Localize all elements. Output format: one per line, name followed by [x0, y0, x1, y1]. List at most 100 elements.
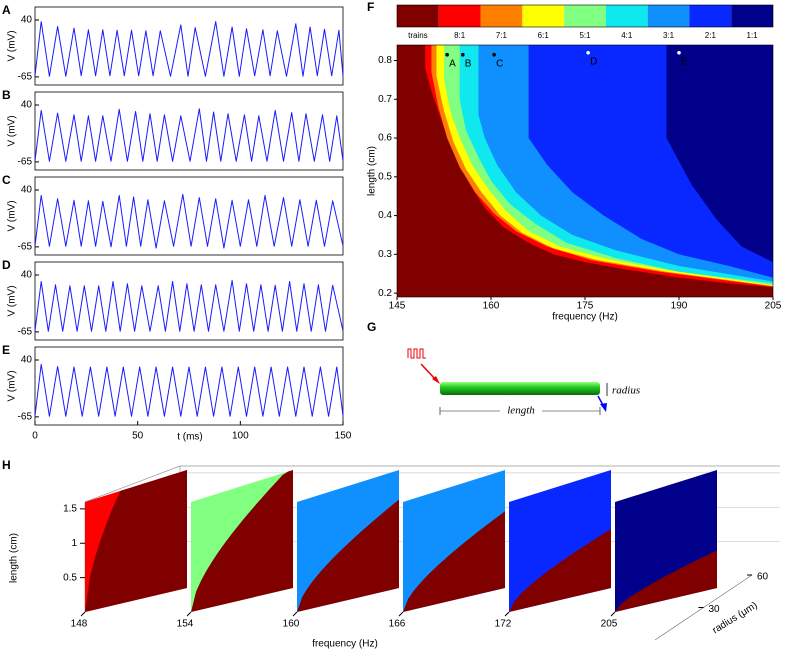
- label-bg: [500, 404, 542, 418]
- colorbar-label: 8:1: [454, 31, 466, 40]
- x-tick-label: 160: [283, 619, 300, 630]
- slice-base-region: [509, 529, 611, 612]
- z-tick-label: 30: [709, 604, 721, 615]
- x-tick: [80, 611, 86, 617]
- annotation-point: [677, 50, 681, 55]
- x-tick-label: 150: [335, 431, 352, 442]
- region: [666, 45, 773, 297]
- annotation-point: [445, 52, 449, 57]
- voltage-trace: [34, 363, 344, 417]
- y-tick-label: 0.6: [378, 133, 392, 144]
- y-tick-label: 1: [71, 538, 77, 549]
- colorbar-cell: [731, 5, 773, 27]
- x-tick-label: 100: [232, 431, 249, 442]
- slice-base-region: [85, 470, 187, 612]
- panel-label: B: [2, 88, 11, 102]
- colorbar-cell: [522, 5, 565, 27]
- y-axis-label: V (mV): [7, 115, 18, 146]
- y-tick-label: -65: [18, 327, 33, 338]
- colorbar-cell: [564, 5, 606, 27]
- colorbar-label: 3:1: [663, 31, 675, 40]
- y-axis-label: V (mV): [7, 30, 18, 61]
- x-tick-label: 145: [389, 301, 406, 312]
- annotation-label: C: [496, 58, 503, 69]
- y-axis-label: length (cm): [9, 533, 20, 583]
- y-tick-label: -65: [18, 157, 33, 168]
- x-tick: [398, 611, 404, 617]
- colorbar-cell: [647, 5, 690, 27]
- colorbar-cell: [605, 5, 648, 27]
- frame-line: [84, 465, 181, 503]
- x-tick-label: 154: [177, 619, 194, 630]
- voltage-trace: [34, 108, 344, 162]
- x-tick: [610, 611, 616, 617]
- voltage-trace: [34, 193, 344, 249]
- annotation-point: [461, 52, 465, 57]
- colorbar-label: 7:1: [496, 31, 508, 40]
- x-tick-label: 148: [71, 619, 88, 630]
- y-tick-label: 1.5: [63, 504, 77, 515]
- y-axis-label: length (cm): [367, 146, 378, 196]
- colorbar-frame: [396, 4, 774, 28]
- annotation-label: D: [590, 56, 597, 67]
- x-axis-label: frequency (Hz): [552, 312, 618, 323]
- x-tick-label: 205: [765, 301, 782, 312]
- y-tick-label: 0.5: [378, 171, 392, 182]
- y-axis-label: V (mV): [7, 200, 18, 231]
- slice-base-region: [615, 550, 717, 612]
- y-axis-label: V (mV): [7, 285, 18, 316]
- panel-label: E: [2, 343, 10, 357]
- x-tick-label: 50: [132, 431, 144, 442]
- radius-label: radius: [612, 385, 640, 397]
- length-label: length: [507, 405, 535, 417]
- panel-label: H: [2, 458, 11, 472]
- x-tick: [186, 611, 192, 617]
- y-tick-label: -65: [18, 242, 33, 253]
- colorbar-cell: [480, 5, 523, 27]
- x-tick: [292, 611, 298, 617]
- x-tick-label: 190: [671, 301, 688, 312]
- colorbar-cell: [397, 5, 439, 27]
- z-tick-label: 60: [757, 572, 769, 583]
- cable: [440, 382, 600, 395]
- x-tick-label: 166: [389, 619, 406, 630]
- x-tick-label: 0: [32, 431, 38, 442]
- annotation-label: B: [465, 58, 472, 69]
- y-tick-label: 0.5: [63, 572, 77, 583]
- arrow-head: [432, 376, 440, 384]
- panel-label: C: [2, 173, 11, 187]
- x-tick: [504, 611, 510, 617]
- x-tick-label: 172: [495, 619, 512, 630]
- x-tick-label: 175: [577, 301, 594, 312]
- colorbar-label: 5:1: [579, 31, 591, 40]
- panel-label: D: [2, 258, 11, 272]
- slice-base-region: [403, 511, 505, 612]
- x-axis-label: t (ms): [177, 432, 203, 443]
- y-tick-label: 0.3: [378, 249, 392, 260]
- y-tick-label: 40: [21, 15, 33, 26]
- colorbar-label: trains: [408, 31, 428, 40]
- panel-label: F: [367, 0, 374, 14]
- plot-frame: [34, 346, 344, 426]
- y-tick-label: 0.7: [378, 94, 392, 105]
- colorbar-cell: [689, 5, 732, 27]
- panel-label: G: [367, 320, 376, 334]
- y-tick-label: 40: [21, 185, 33, 196]
- voltage-trace: [34, 21, 344, 77]
- y-tick-label: -65: [18, 72, 33, 83]
- colorbar-label: 4:1: [621, 31, 633, 40]
- annotation-label: A: [449, 58, 456, 69]
- slice-base-region: [191, 470, 293, 612]
- colorbar-cell: [438, 5, 481, 27]
- annotation-point: [492, 52, 496, 57]
- y-axis-label: V (mV): [7, 370, 18, 401]
- annotation-label: E: [681, 56, 688, 67]
- y-tick-label: 0.2: [378, 288, 392, 299]
- y-tick-label: 40: [21, 355, 33, 366]
- voltage-trace: [34, 279, 344, 332]
- colorbar-label: 6:1: [538, 31, 550, 40]
- pulse-train: [407, 348, 426, 359]
- x-tick-label: 160: [483, 301, 500, 312]
- cable-diagram: radius length: [407, 348, 640, 418]
